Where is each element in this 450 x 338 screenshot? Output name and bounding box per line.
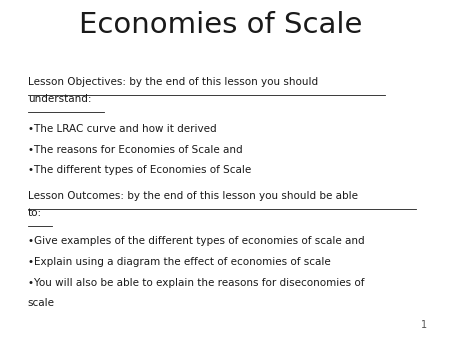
- Text: 1: 1: [421, 320, 427, 330]
- Text: Economies of Scale: Economies of Scale: [79, 11, 362, 40]
- Text: •The different types of Economies of Scale: •The different types of Economies of Sca…: [28, 165, 251, 175]
- Text: to:: to:: [28, 208, 42, 218]
- Text: understand:: understand:: [28, 94, 91, 103]
- Text: Lesson Objectives: by the end of this lesson you should: Lesson Objectives: by the end of this le…: [28, 77, 318, 87]
- Text: scale: scale: [28, 298, 55, 308]
- Text: •Give examples of the different types of economies of scale and: •Give examples of the different types of…: [28, 236, 364, 246]
- Text: •The reasons for Economies of Scale and: •The reasons for Economies of Scale and: [28, 145, 242, 154]
- Text: Lesson Outcomes: by the end of this lesson you should be able: Lesson Outcomes: by the end of this less…: [28, 191, 358, 201]
- Text: •The LRAC curve and how it derived: •The LRAC curve and how it derived: [28, 124, 216, 134]
- Text: •You will also be able to explain the reasons for diseconomies of: •You will also be able to explain the re…: [28, 277, 364, 288]
- Text: •Explain using a diagram the effect of economies of scale: •Explain using a diagram the effect of e…: [28, 257, 330, 267]
